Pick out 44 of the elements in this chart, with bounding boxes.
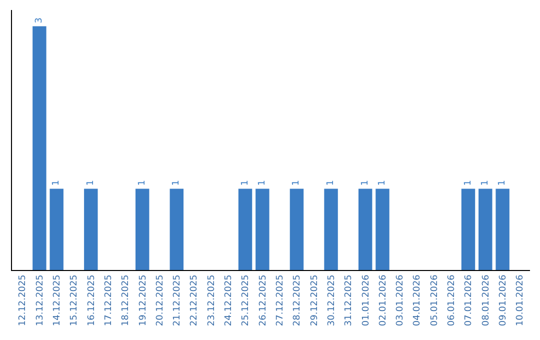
x-tick-label: 13.12.2025 [35,274,46,326]
x-tick-label: 24.12.2025 [224,274,234,326]
x-tick-label: 25.12.2025 [241,274,252,326]
x-tick-label: 21.12.2025 [172,274,183,326]
x-tick-label: 10.01.2026 [516,274,526,326]
x-tick-label: 12.12.2025 [18,274,28,326]
x-tick-label: 28.12.2025 [292,274,303,326]
data-label: 1 [257,180,268,186]
x-tick-label: 19.12.2025 [138,274,148,326]
x-tick-label: 26.12.2025 [258,274,268,326]
x-tick-label: 07.01.2026 [464,274,474,326]
x-tick-label: 17.12.2025 [104,274,114,326]
x-tick-label: 30.12.2025 [326,274,337,326]
x-tick-label: 15.12.2025 [70,274,80,326]
data-label: 1 [240,180,250,186]
x-tick-label: 16.12.2025 [86,274,97,326]
x-tick-label: 04.01.2026 [412,274,423,326]
data-label: 1 [480,180,490,186]
x-tick-label: 27.12.2025 [276,274,286,326]
data-label: 1 [377,180,388,186]
x-tick-label: 06.01.2026 [447,274,458,326]
data-label: 1 [360,180,370,186]
x-tick-label: 31.12.2025 [344,274,354,326]
data-label: 1 [86,180,96,186]
x-tick-label: 09.01.2026 [498,274,508,326]
x-tick-label: 29.12.2025 [310,274,320,326]
data-label: 1 [463,180,474,186]
x-tick-label: 01.01.2026 [361,274,372,326]
x-tick-label: 02.01.2026 [378,274,388,326]
x-tick-label: 20.12.2025 [155,274,166,326]
data-label: 3 [34,18,44,24]
x-tick-label: 14.12.2025 [52,274,63,326]
x-tick-label: 03.01.2026 [396,274,406,326]
data-label: 1 [498,180,508,186]
data-label: 1 [326,180,336,186]
x-tick-label: 18.12.2025 [121,274,132,326]
x-tick-label: 08.01.2026 [481,274,492,326]
x-tick-label: 23.12.2025 [206,274,217,326]
data-label: 1 [137,180,148,186]
data-label: 1 [292,180,302,186]
data-label: 1 [52,180,62,186]
x-tick-label: 05.01.2026 [430,274,440,326]
data-label: 1 [172,180,182,186]
x-tick-label: 22.12.2025 [190,274,200,326]
